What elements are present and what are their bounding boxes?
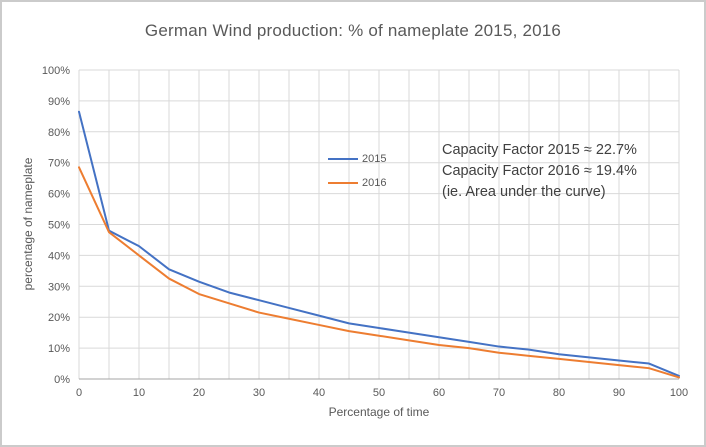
- y-tick-label: 40%: [48, 250, 70, 262]
- x-tick-label: 100: [670, 387, 688, 399]
- x-tick-label: 20: [193, 387, 205, 399]
- y-tick-label: 90%: [48, 96, 70, 108]
- legend-item-2016: 2016: [328, 176, 386, 190]
- annotation-line-2: Capacity Factor 2016 ≈ 19.4%: [442, 163, 637, 179]
- y-tick-label: 80%: [48, 127, 70, 139]
- legend: 2015 2016: [328, 152, 386, 190]
- y-tick-label: 10%: [48, 343, 70, 355]
- legend-label-2015: 2015: [362, 153, 387, 165]
- annotation-line-3: (ie. Area under the curve): [442, 184, 606, 200]
- y-tick-label: 50%: [48, 220, 70, 232]
- legend-swatch-2016-line: [328, 182, 358, 184]
- x-tick-label: 30: [253, 387, 265, 399]
- legend-item-2015: 2015: [328, 152, 386, 166]
- series-line-2016: [78, 166, 680, 379]
- x-tick-label: 90: [613, 387, 625, 399]
- x-tick-label: 70: [493, 387, 505, 399]
- capacity-factor-annotation: Capacity Factor 2015 ≈ 22.7% Capacity Fa…: [442, 140, 637, 203]
- x-tick-label: 10: [133, 387, 145, 399]
- y-tick-label: 30%: [48, 281, 70, 293]
- x-tick-label: 40: [313, 387, 325, 399]
- x-tick-label: 60: [433, 387, 445, 399]
- chart-title: German Wind production: % of nameplate 2…: [144, 21, 562, 40]
- legend-label-2016: 2016: [362, 177, 387, 189]
- x-axis-title: Percentage of time: [328, 405, 430, 419]
- x-tick-label: 50: [373, 387, 385, 399]
- x-tick-label: 80: [553, 387, 565, 399]
- y-tick-label: 60%: [48, 189, 70, 201]
- y-axis-title: percentage of nameplate: [21, 157, 35, 291]
- y-tick-label: 0%: [54, 374, 70, 386]
- legend-swatch-2015-line: [328, 158, 358, 160]
- x-tick-label: 0: [76, 387, 82, 399]
- series-line-2015: [78, 110, 680, 377]
- annotation-line-1: Capacity Factor 2015 ≈ 22.7%: [442, 142, 637, 158]
- y-tick-label: 20%: [48, 312, 70, 324]
- y-tick-label: 100%: [42, 65, 70, 77]
- y-tick-label: 70%: [48, 158, 70, 170]
